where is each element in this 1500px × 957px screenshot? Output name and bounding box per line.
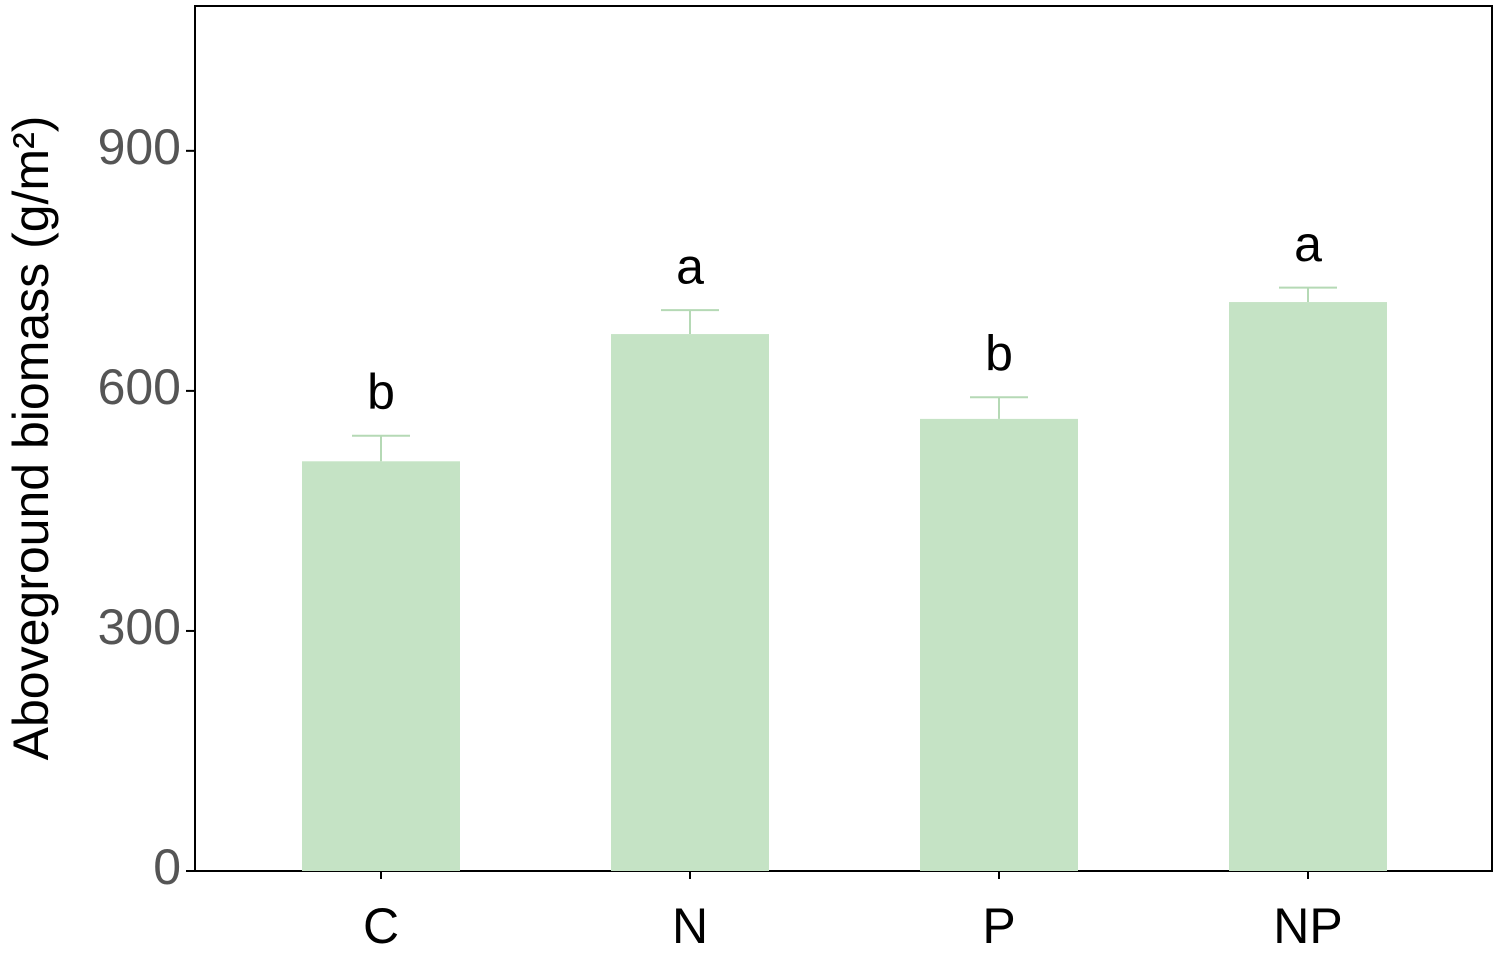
- bar: [920, 418, 1078, 871]
- significance-letter: a: [1294, 216, 1322, 272]
- bar: [1229, 302, 1387, 871]
- x-tick-label: N: [672, 898, 708, 954]
- x-tick-label: P: [982, 898, 1015, 954]
- y-tick-label: 900: [98, 119, 181, 175]
- y-tick-label: 600: [98, 359, 181, 415]
- y-tick-label: 0: [153, 839, 181, 895]
- significance-letter: b: [367, 364, 395, 420]
- plot-frame: [194, 5, 1493, 872]
- x-tick-label: C: [363, 898, 399, 954]
- x-tick-label: NP: [1273, 898, 1342, 954]
- bar: [611, 334, 769, 871]
- y-axis-label: Aboveground biomass (g/m²): [3, 116, 59, 761]
- significance-letter: b: [985, 325, 1013, 381]
- bar: [302, 461, 460, 871]
- y-tick-label: 300: [98, 599, 181, 655]
- significance-letter: a: [676, 238, 704, 294]
